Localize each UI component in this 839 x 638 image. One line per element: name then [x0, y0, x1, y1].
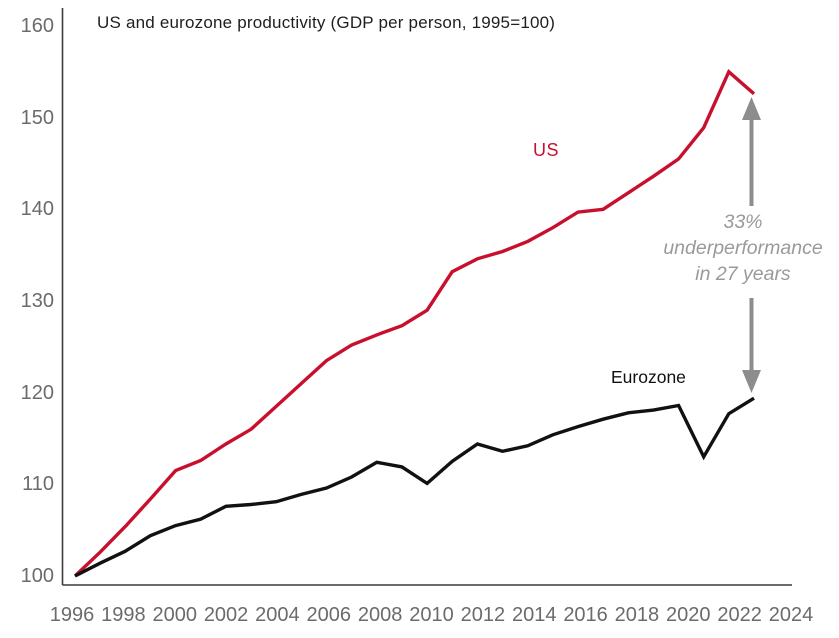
- arrow-head-up: [742, 97, 761, 120]
- us-series-label: US: [533, 140, 560, 160]
- x-tick-label: 2006: [306, 604, 352, 626]
- x-tick-label: 2008: [357, 604, 403, 626]
- x-tick-label: 2010: [409, 604, 454, 626]
- y-tick-label: 120: [20, 381, 54, 404]
- eurozone-line-series: [74, 396, 755, 578]
- y-tick-label: 140: [20, 198, 54, 221]
- annotation-line-2: underperformance: [663, 237, 823, 259]
- x-tick-label: 2004: [255, 604, 300, 626]
- y-tick-label: 130: [20, 289, 54, 312]
- x-tick-label: 2024: [768, 604, 814, 626]
- x-tick-label: 2000: [152, 604, 197, 626]
- y-tick-label: 160: [20, 14, 54, 37]
- x-tick-label: 2022: [717, 604, 762, 626]
- y-tick-label: 100: [20, 565, 54, 587]
- chart-title: US and eurozone productivity (GDP per pe…: [97, 13, 556, 32]
- x-tick-label: 2018: [614, 604, 660, 626]
- arrow-head-down: [742, 370, 761, 393]
- eurozone-series-label: Eurozone: [611, 367, 686, 387]
- x-tick-label: 1996: [49, 604, 95, 626]
- underperformance-annotation: 33% underperformance in 27 years: [631, 209, 839, 287]
- x-tick-label: 2014: [511, 604, 557, 626]
- y-tick-label: 110: [22, 473, 54, 496]
- x-tick-label: 2012: [460, 604, 506, 626]
- x-tick-label: 2016: [563, 604, 608, 626]
- y-tick-label: 150: [20, 106, 54, 129]
- annotation-line-3: in 27 years: [695, 263, 791, 285]
- x-tick-label: 2002: [203, 604, 249, 626]
- underperformance-arrow-icon: [742, 97, 761, 393]
- x-tick-label: 2020: [666, 604, 711, 626]
- x-tick-label: 1998: [101, 604, 146, 626]
- annotation-line-1: 33%: [723, 211, 763, 233]
- us-line-series: [73, 69, 756, 578]
